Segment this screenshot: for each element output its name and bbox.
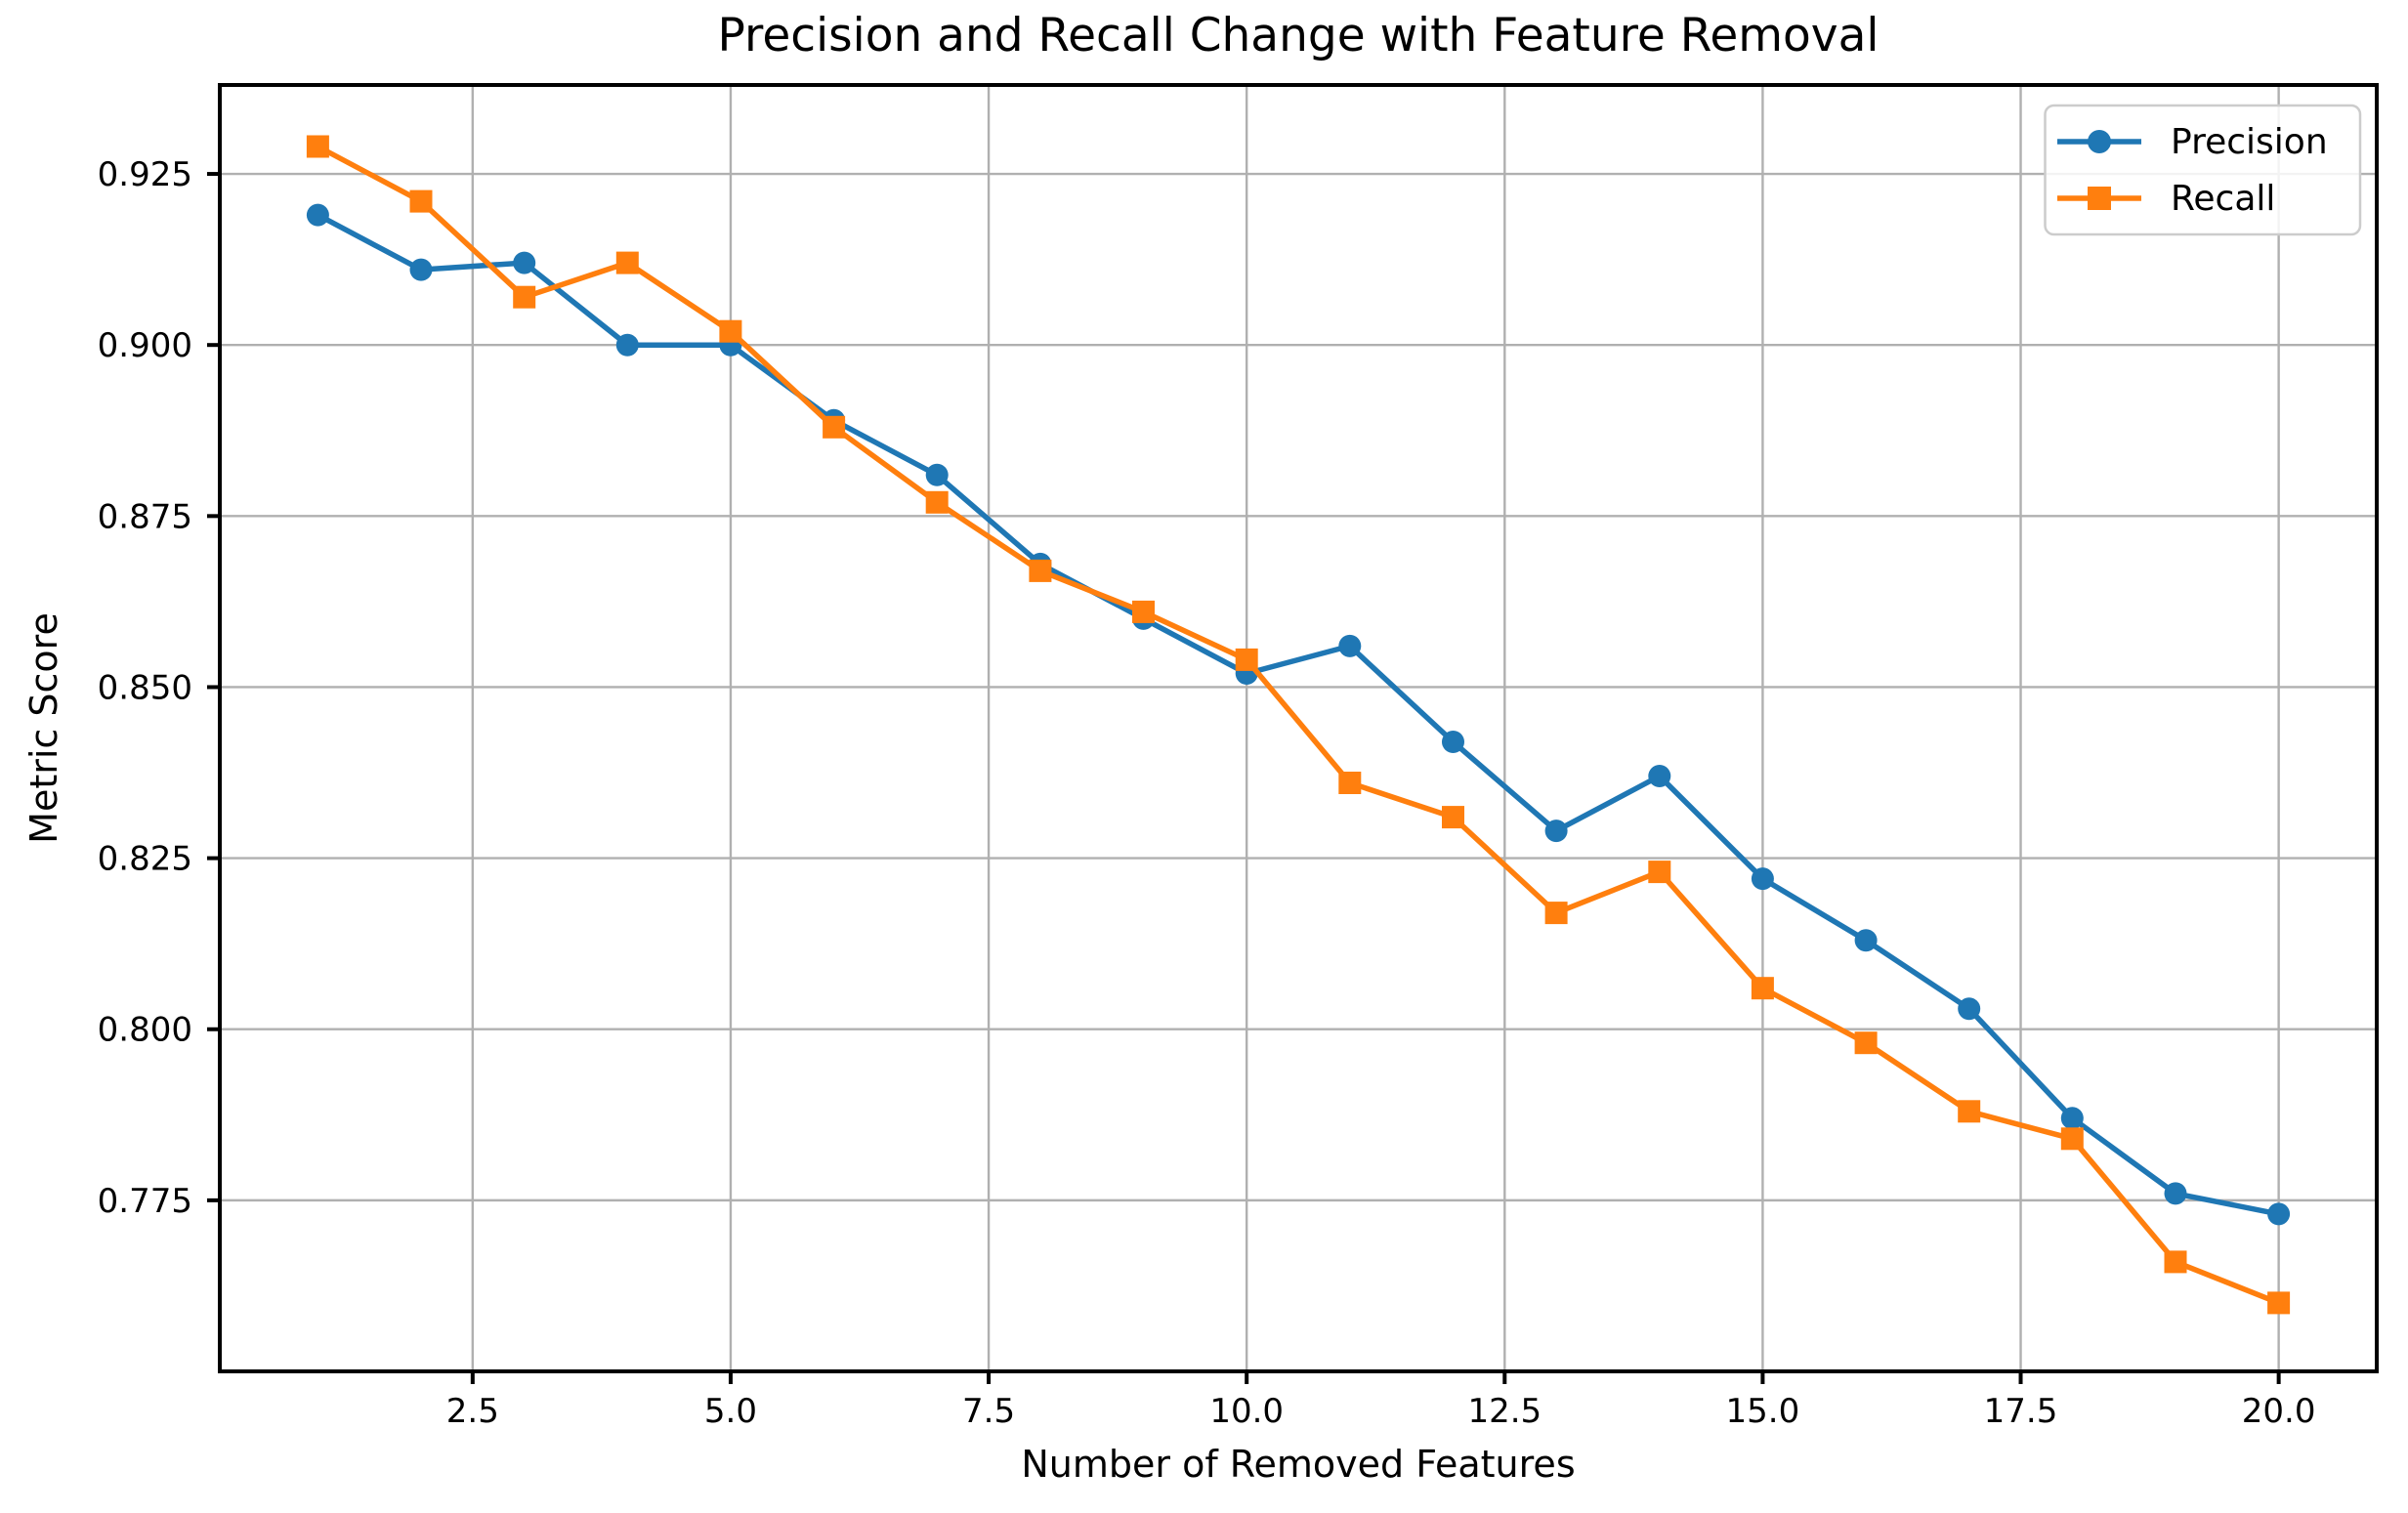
precision-marker xyxy=(306,203,329,227)
precision-marker xyxy=(1442,731,1464,753)
y-tick-label: 0.775 xyxy=(98,1182,192,1221)
precision-marker-icon xyxy=(2088,130,2111,153)
recall-marker xyxy=(1442,806,1464,829)
x-tick-label: 7.5 xyxy=(962,1392,1015,1431)
precision-marker xyxy=(409,258,433,281)
legend-box xyxy=(2044,104,2362,236)
grid-layer xyxy=(220,85,2377,1371)
plot-area xyxy=(220,85,2377,1371)
recall-marker xyxy=(719,319,742,343)
precision-marker xyxy=(1958,997,1981,1021)
recall-marker xyxy=(306,135,329,158)
y-tick-label: 0.875 xyxy=(98,497,192,536)
x-tick-label: 15.0 xyxy=(1726,1392,1800,1431)
precision-marker xyxy=(1854,929,1878,952)
x-tick-label: 12.5 xyxy=(1467,1392,1542,1431)
recall-line xyxy=(315,144,2282,1306)
series-layer xyxy=(306,135,2291,1315)
recall-marker xyxy=(615,251,639,274)
legend-label-precision: Precision xyxy=(2171,122,2328,162)
chart-title: Precision and Recall Change with Feature… xyxy=(718,9,1880,63)
x-tick-label: 17.5 xyxy=(1984,1392,2058,1431)
recall-marker xyxy=(513,285,536,309)
recall-marker xyxy=(925,490,949,514)
precision-marker xyxy=(2267,1202,2291,1226)
precision-marker xyxy=(1544,820,1568,843)
precision-marker xyxy=(2164,1182,2187,1205)
x-axis-label: Number of Removed Features xyxy=(1021,1443,1575,1486)
y-tick-label: 0.925 xyxy=(98,155,192,194)
recall-marker xyxy=(1854,1031,1878,1055)
x-tick-label: 2.5 xyxy=(446,1392,499,1431)
y-tick-label: 0.850 xyxy=(98,668,192,707)
x-tick-label: 20.0 xyxy=(2242,1392,2316,1431)
y-tick-label: 0.900 xyxy=(98,326,192,365)
precision-line xyxy=(315,212,2282,1217)
recall-marker-icon xyxy=(2088,187,2111,210)
recall-marker xyxy=(2060,1127,2084,1151)
x-tick-label: 5.0 xyxy=(704,1392,757,1431)
tick-layer xyxy=(207,172,2281,1384)
recall-marker xyxy=(1648,861,1671,884)
tick-label-layer: 2.5 5.0 7.5 10.0 12.5 15.0 17.5 20.0 0.775 0.800 0… xyxy=(98,155,2316,1431)
recall-marker xyxy=(1958,1100,1981,1123)
y-tick-label: 0.800 xyxy=(98,1011,192,1050)
legend-entry-recall: Recall xyxy=(2057,179,2275,219)
recall-marker xyxy=(823,415,846,439)
precision-marker xyxy=(513,251,536,274)
legend-label-recall: Recall xyxy=(2171,179,2275,219)
precision-marker xyxy=(1751,867,1774,891)
recall-marker xyxy=(2164,1250,2187,1274)
precision-marker xyxy=(925,463,949,486)
precision-marker xyxy=(2060,1107,2084,1130)
x-tick-label: 10.0 xyxy=(1209,1392,1284,1431)
legend-entry-precision: Precision xyxy=(2057,122,2328,162)
recall-marker xyxy=(1235,648,1258,671)
recall-marker xyxy=(1544,902,1568,925)
plot-frame xyxy=(218,83,2379,1373)
legend: Precision Recall xyxy=(2044,104,2362,236)
y-axis-label: Metric Score xyxy=(22,612,65,844)
y-tick-label: 0.825 xyxy=(98,840,192,879)
recall-marker xyxy=(1338,772,1362,794)
recall-marker xyxy=(1751,977,1774,1000)
recall-marker xyxy=(1132,600,1155,623)
precision-marker xyxy=(1338,634,1362,657)
precision-marker xyxy=(615,333,639,357)
recall-marker xyxy=(1029,559,1052,582)
precision-marker xyxy=(1648,765,1671,787)
recall-marker xyxy=(2267,1291,2291,1315)
recall-marker xyxy=(409,189,433,213)
